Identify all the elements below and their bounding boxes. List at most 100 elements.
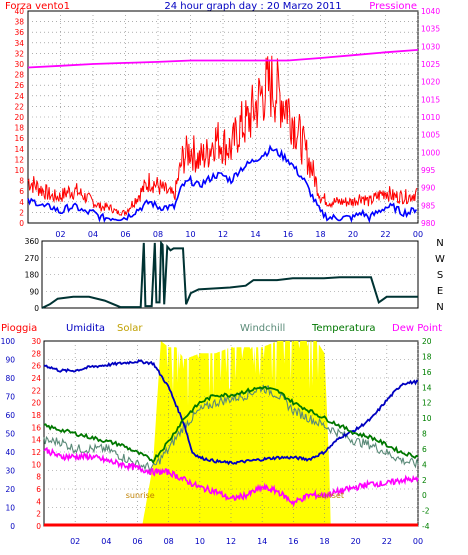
rain-y-tick-label: 14 xyxy=(31,436,41,445)
wind-y-tick-label: 20 xyxy=(14,113,24,122)
wind-x-tick-label: 18 xyxy=(315,230,325,239)
wind-y-tick-label: 16 xyxy=(14,134,24,143)
dewpoint-title-label: Dew Point xyxy=(392,323,442,334)
rain-x-tick-label: 08 xyxy=(164,537,174,546)
wind-x-tick-label: 20 xyxy=(348,230,358,239)
pressure-y-tick-label: 995 xyxy=(421,166,436,175)
compass-label: N xyxy=(436,302,443,313)
pressure-y-tick-label: 980 xyxy=(421,219,436,228)
wind-y-tick-label: 0 xyxy=(19,219,24,228)
windchill-title-label: Windchill xyxy=(240,323,285,334)
humidity-y-tick-label: 20 xyxy=(5,485,15,494)
windchill-series-line xyxy=(43,384,419,473)
wind-pressure-chart: 0246810121416182022242628303234363840980… xyxy=(14,7,440,239)
graph-title: 24 hour graph day : 20 Marzo 2011 xyxy=(164,1,341,12)
pressure-y-tick-label: 1035 xyxy=(421,25,440,34)
wind-y-tick-label: 18 xyxy=(14,124,24,133)
wind-y-tick-label: 38 xyxy=(14,18,24,27)
wind-x-tick-label: 22 xyxy=(380,230,390,239)
wind-y-tick-label: 4 xyxy=(19,198,24,207)
wind-y-tick-label: 14 xyxy=(14,145,24,154)
temperature-y-tick-label: 6 xyxy=(422,445,427,454)
rain-x-tick-label: 14 xyxy=(257,537,267,546)
direction-y-tick-label: 180 xyxy=(25,271,40,280)
rain-y-tick-label: 20 xyxy=(31,399,41,408)
wind-y-tick-label: 22 xyxy=(14,102,24,111)
pressure-y-tick-label: 1000 xyxy=(421,148,440,157)
humidity-y-tick-label: 10 xyxy=(5,504,15,513)
humidity-title-label: Umidita xyxy=(66,323,105,334)
rain-x-tick-label: 04 xyxy=(101,537,111,546)
direction-y-tick-label: 90 xyxy=(29,287,39,296)
temperature-title-label: Temperatura xyxy=(311,323,376,334)
wind-y-tick-label: 30 xyxy=(14,60,24,69)
rain-x-tick-label: 10 xyxy=(195,537,205,546)
direction-y-tick-label: 270 xyxy=(25,254,40,263)
humidity-y-tick-label: 90 xyxy=(5,356,15,365)
rain-y-tick-label: 2 xyxy=(36,510,41,519)
temperature-y-tick-label: 10 xyxy=(422,414,432,423)
rain-y-tick-label: 18 xyxy=(31,411,41,420)
wind-title-label: Forza vento1 xyxy=(5,1,70,12)
humidity-y-tick-label: 100 xyxy=(1,337,16,346)
rain-y-tick-label: 0 xyxy=(36,522,41,531)
rain-y-tick-label: 30 xyxy=(31,337,41,346)
wind-gust-series-line xyxy=(27,55,418,217)
rain-y-tick-label: 16 xyxy=(31,423,41,432)
pressure-series-line xyxy=(27,49,419,69)
rain-x-tick-label: 18 xyxy=(319,537,329,546)
humidity-y-tick-label: 50 xyxy=(5,430,15,439)
wind-x-tick-label: 16 xyxy=(283,230,293,239)
humidity-y-tick-label: 30 xyxy=(5,467,15,476)
rain-y-tick-label: 6 xyxy=(36,485,41,494)
rain-x-tick-label: 22 xyxy=(382,537,392,546)
temperature-y-tick-label: -2 xyxy=(422,507,430,516)
temperature-y-tick-label: 12 xyxy=(422,399,432,408)
pressure-y-tick-label: 990 xyxy=(421,184,436,193)
temperature-y-tick-label: -4 xyxy=(422,522,430,531)
humidity-y-tick-label: 40 xyxy=(5,448,15,457)
rain-title-label: Pioggia xyxy=(1,323,37,334)
wind-average-series-line xyxy=(27,144,418,224)
rain-x-tick-label: 16 xyxy=(288,537,298,546)
wind-y-tick-label: 26 xyxy=(14,81,24,90)
rain-humidity-temperature-chart: 0102030405060708090100024681012141618202… xyxy=(1,337,432,546)
wind-y-tick-label: 34 xyxy=(14,39,24,48)
direction-y-tick-label: 0 xyxy=(34,304,39,313)
rain-y-tick-label: 12 xyxy=(31,448,41,457)
temperature-y-tick-label: 16 xyxy=(422,368,432,377)
wind-y-tick-label: 8 xyxy=(19,177,24,186)
temperature-y-tick-label: 2 xyxy=(422,476,427,485)
rain-x-tick-label: 20 xyxy=(351,537,361,546)
wind-x-tick-label: 06 xyxy=(120,230,130,239)
pressure-y-tick-label: 1015 xyxy=(421,95,440,104)
wind-y-tick-label: 40 xyxy=(14,7,24,16)
wind-x-tick-label: 08 xyxy=(153,230,163,239)
rain-y-tick-label: 28 xyxy=(31,349,41,358)
rain-x-tick-label: 12 xyxy=(226,537,236,546)
wind-x-tick-label: 00 xyxy=(413,230,423,239)
direction-y-tick-label: 360 xyxy=(25,237,40,246)
pressure-y-tick-label: 1025 xyxy=(421,60,440,69)
rain-y-tick-label: 4 xyxy=(36,497,41,506)
wind-y-tick-label: 32 xyxy=(14,49,24,58)
wind-x-tick-label: 10 xyxy=(185,230,195,239)
wind-y-tick-label: 10 xyxy=(14,166,24,175)
humidity-y-tick-label: 0 xyxy=(10,522,15,531)
temperature-y-tick-label: 0 xyxy=(422,491,427,500)
sunset-annotation: sunset xyxy=(317,491,344,500)
pressure-y-tick-label: 1005 xyxy=(421,131,440,140)
wind-x-tick-label: 02 xyxy=(55,230,65,239)
rain-x-tick-label: 00 xyxy=(413,537,423,546)
rain-y-tick-label: 10 xyxy=(31,460,41,469)
humidity-series-line xyxy=(43,359,419,466)
pressure-title-label: Pressione xyxy=(369,1,417,12)
wind-y-tick-label: 6 xyxy=(19,187,24,196)
wind-y-tick-label: 24 xyxy=(14,92,24,101)
pressure-y-tick-label: 1020 xyxy=(421,78,440,87)
temperature-y-tick-label: 18 xyxy=(422,352,432,361)
compass-label: N xyxy=(436,238,443,249)
pressure-y-tick-label: 1030 xyxy=(421,42,440,51)
